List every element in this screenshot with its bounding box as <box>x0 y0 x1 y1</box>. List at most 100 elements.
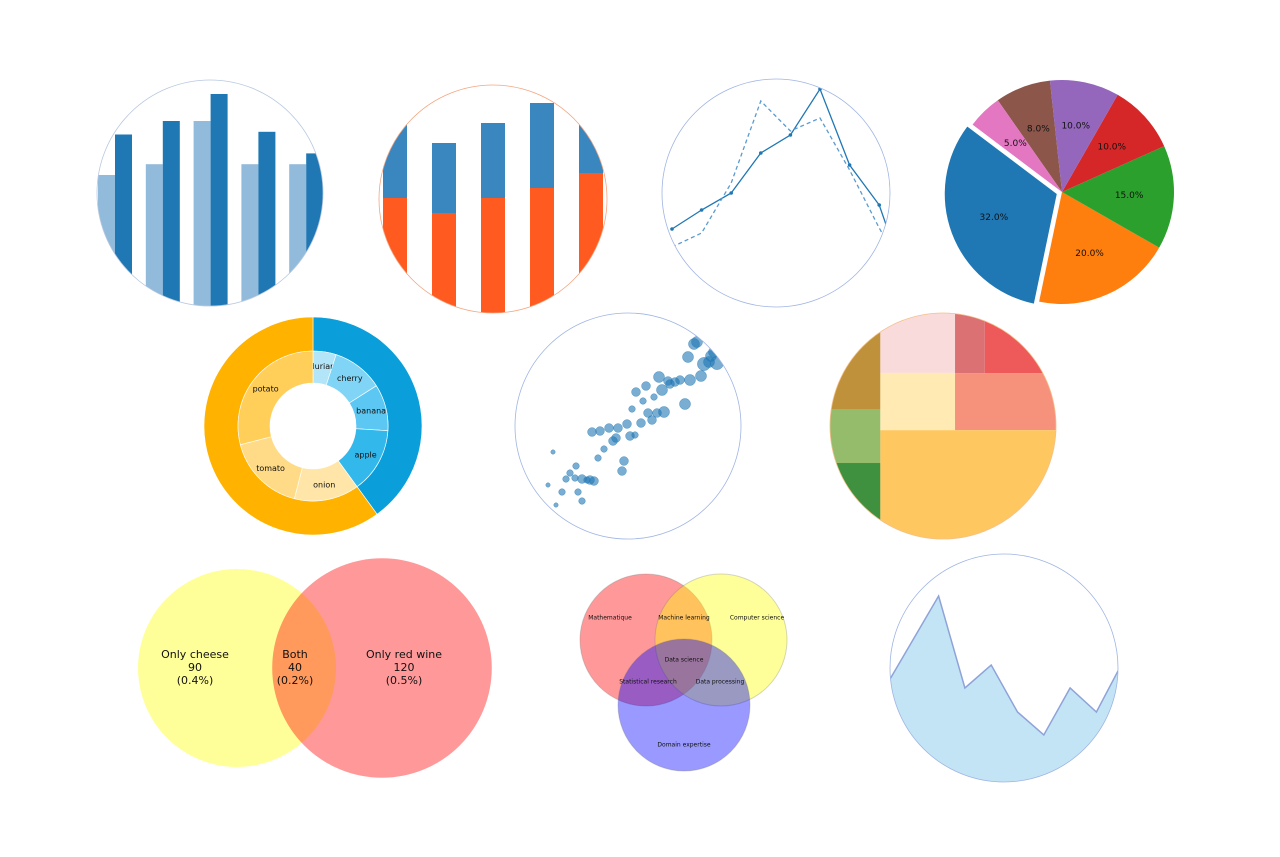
venn-set-label: Domain expertise <box>657 742 710 749</box>
donut-label: durian <box>310 362 336 371</box>
pie-label: 5.0% <box>1004 139 1027 149</box>
chart-frame <box>514 312 742 540</box>
venn-share: (0.2%) <box>277 674 314 687</box>
scatter-point <box>641 381 651 391</box>
scatter-point <box>566 469 574 477</box>
venn-value: 120 <box>394 661 415 674</box>
treemap-tile <box>830 313 881 410</box>
bar-segment <box>579 173 603 313</box>
venn-set <box>272 558 492 778</box>
scatter-point <box>571 474 579 482</box>
pie-label: 32.0% <box>980 213 1009 223</box>
donut-wedge <box>293 460 358 502</box>
scatter-point <box>578 497 586 505</box>
scatter-point <box>656 384 668 396</box>
venn-region-label: Data processing <box>696 679 745 686</box>
chart-venn3: Mathematique Computer science Domain exper… <box>579 573 788 772</box>
scatter-point <box>589 476 599 486</box>
bar-segment <box>481 198 505 313</box>
scatter-point <box>587 427 597 437</box>
line-marker <box>699 208 704 212</box>
treemap-tile <box>955 373 1056 431</box>
bar <box>193 121 211 306</box>
pie-label: 15.0% <box>1115 191 1144 201</box>
donut-label: tomato <box>256 464 285 473</box>
scatter-point <box>600 445 608 453</box>
scatter-point <box>653 371 665 383</box>
pie-slice <box>972 100 1062 192</box>
scatter-point <box>691 336 703 348</box>
scatter-point <box>611 433 621 443</box>
line <box>671 99 890 281</box>
bar <box>258 131 276 306</box>
bar <box>145 164 163 306</box>
line-marker <box>847 163 852 167</box>
scatter-point <box>682 351 694 363</box>
scatter-point <box>594 454 602 462</box>
scatter-point <box>684 374 696 386</box>
chart-frame <box>829 312 1057 540</box>
bar <box>210 94 228 306</box>
bar-segment <box>383 123 407 198</box>
donut-wedge <box>239 436 303 500</box>
scatter-point <box>622 419 632 429</box>
treemap-tile <box>830 409 881 464</box>
scatter-point <box>695 370 707 382</box>
line-marker <box>670 227 674 231</box>
scatter-point <box>613 423 623 433</box>
scatter-point <box>562 475 570 483</box>
line <box>671 87 890 291</box>
venn-value: 40 <box>288 661 302 674</box>
scatter-point <box>675 375 685 385</box>
line-marker <box>788 133 793 137</box>
venn-set <box>579 573 713 707</box>
chart-frame <box>889 553 1119 783</box>
scatter-point <box>604 423 614 433</box>
line-marker <box>729 191 733 195</box>
venn-set <box>617 638 751 772</box>
pie-label: 10.0% <box>1061 122 1090 132</box>
pie-label: 10.0% <box>1097 142 1126 152</box>
line-marker <box>759 151 763 155</box>
scatter-point <box>650 393 658 401</box>
pie-slice <box>1039 192 1160 304</box>
treemap-tile <box>880 372 956 431</box>
chart-line <box>670 87 890 291</box>
venn-share: (0.4%) <box>177 674 214 687</box>
area-fill <box>890 596 1118 782</box>
treemap-tile <box>880 430 1056 539</box>
line-marker <box>877 203 881 207</box>
bar-segment <box>432 213 456 313</box>
bar <box>115 134 132 306</box>
scatter-point <box>679 398 691 410</box>
venn-label: Only red wine <box>366 648 442 661</box>
venn-label: Only cheese <box>161 648 229 661</box>
chart-area <box>890 594 1118 782</box>
scatter-point <box>658 406 670 418</box>
scatter-point <box>553 502 559 508</box>
donut-wedge <box>325 354 377 404</box>
pie-slice <box>997 80 1062 192</box>
treemap-tile <box>830 463 881 539</box>
donut-label: onion <box>313 480 335 489</box>
treemap-tile <box>984 313 1056 374</box>
venn-set <box>654 573 788 707</box>
venn-value: 90 <box>188 661 202 674</box>
venn-label: Both <box>282 648 308 661</box>
bar <box>289 164 307 306</box>
bar <box>98 175 115 306</box>
scatter-point <box>558 488 566 496</box>
venn-share: (0.5%) <box>386 674 423 687</box>
scatter-point <box>631 431 639 439</box>
scatter-point <box>619 456 629 466</box>
donut-label: cherry <box>337 374 363 383</box>
donut-wedge <box>237 350 314 446</box>
pie-slice <box>944 126 1057 304</box>
chart-frame <box>96 79 324 307</box>
donut-label: banana <box>356 407 386 416</box>
bar-segment <box>383 198 407 313</box>
scatter-point <box>545 482 551 488</box>
